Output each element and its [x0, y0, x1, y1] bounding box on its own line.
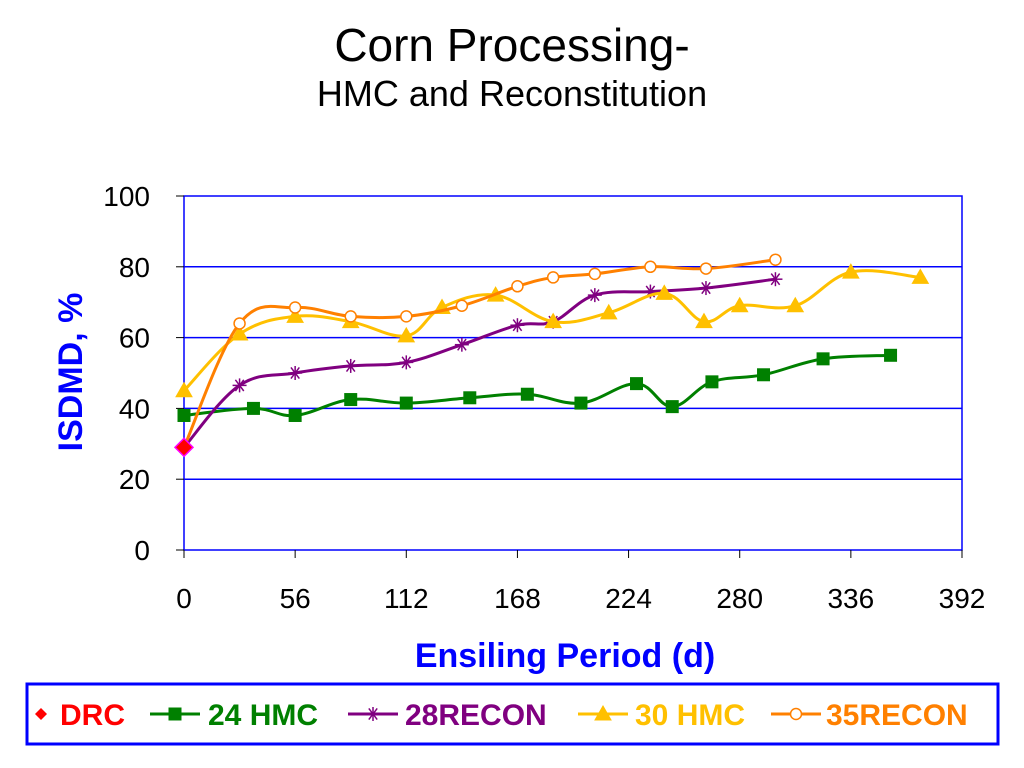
data-point-28recon — [399, 355, 414, 370]
data-point-28recon — [698, 281, 713, 296]
series-30-hmc — [175, 263, 930, 398]
legend-marker — [168, 707, 182, 721]
data-point-30-hmc — [544, 312, 563, 329]
legend-entry-drc: DRC — [35, 699, 125, 732]
x-tick-label: 224 — [605, 583, 652, 614]
series-drc — [173, 437, 195, 458]
data-point-24-hmc — [463, 391, 477, 405]
legend-marker — [366, 707, 380, 721]
legend-label: DRC — [60, 699, 125, 732]
data-point-24-hmc — [246, 401, 260, 415]
legend-marker — [35, 708, 47, 720]
data-point-24-hmc — [344, 393, 358, 407]
data-point-24-hmc — [816, 352, 830, 366]
data-point-35recon — [769, 253, 782, 266]
data-point-28recon — [288, 366, 303, 380]
data-point-28recon — [232, 378, 247, 393]
data-point-30-hmc — [695, 312, 713, 329]
legend: DRC 24 HMC 28RECON 30 HMC 35RECON — [25, 682, 1000, 746]
data-point-drc — [173, 437, 195, 458]
data-point-24-hmc — [288, 408, 302, 422]
x-tick-label: 112 — [384, 583, 429, 614]
legend-label: 35RECON — [826, 699, 968, 732]
data-point-35recon — [288, 301, 302, 314]
data-point-30-hmc — [911, 268, 930, 284]
legend-label: 30 HMC — [635, 699, 745, 732]
data-point-35recon — [644, 260, 657, 274]
data-point-28recon — [768, 272, 783, 287]
data-point-35recon — [546, 271, 560, 284]
data-point-30-hmc — [286, 307, 305, 323]
legend-label: 24 HMC — [208, 699, 318, 732]
x-tick-label: 56 — [280, 583, 311, 614]
x-axis-label: Ensiling Period (d) — [415, 637, 715, 675]
series-line-35recon — [182, 258, 776, 448]
data-point-28recon — [454, 337, 469, 352]
data-point-30-hmc — [599, 303, 618, 320]
y-tick-label: 40 — [119, 393, 150, 424]
data-point-35recon — [344, 310, 357, 323]
data-point-24-hmc — [630, 377, 644, 391]
data-point-35recon — [511, 280, 524, 293]
data-point-28recon — [510, 318, 525, 333]
series-35recon — [177, 253, 782, 454]
data-point-24-hmc — [574, 396, 588, 410]
chart-subtitle: HMC and Reconstitution — [316, 73, 708, 114]
y-tick-label: 80 — [119, 252, 150, 283]
data-point-28recon — [343, 358, 358, 373]
y-tick-label: 60 — [119, 323, 150, 354]
data-point-24-hmc — [757, 368, 771, 382]
data-point-24-hmc — [399, 396, 413, 410]
legend-label: 28RECON — [405, 699, 547, 732]
data-point-35recon — [455, 299, 469, 312]
data-point-30-hmc — [397, 326, 416, 343]
data-point-24-hmc — [884, 348, 898, 362]
title-block: Corn Processing- HMC and Reconstitution — [0, 18, 1024, 116]
chart-title: Corn Processing- — [334, 19, 690, 71]
legend-entry-28recon: 28RECON — [348, 699, 547, 732]
series-line-24-hmc — [183, 353, 891, 418]
data-point-24-hmc — [520, 387, 534, 401]
data-point-24-hmc — [665, 400, 679, 414]
y-tick-label: 100 — [103, 181, 150, 212]
data-point-30-hmc — [786, 296, 805, 313]
data-point-35recon — [400, 310, 413, 323]
data-point-35recon — [233, 317, 246, 330]
data-point-30-hmc — [175, 381, 193, 398]
data-point-35recon — [588, 267, 602, 281]
data-point-24-hmc — [177, 408, 191, 422]
x-tick-label: 392 — [939, 583, 986, 614]
legend-entry-35recon: 35RECON — [771, 699, 968, 732]
series-24-hmc — [177, 348, 898, 422]
x-tick-label: 336 — [827, 583, 874, 614]
y-tick-label: 0 — [134, 535, 150, 566]
data-point-30-hmc — [230, 325, 249, 341]
x-tick-label: 0 — [176, 583, 192, 614]
legend-marker — [789, 707, 803, 721]
legend-entry-24-hmc: 24 HMC — [150, 699, 318, 732]
plot-area — [183, 195, 963, 551]
data-point-35recon — [699, 262, 713, 275]
x-tick-label: 280 — [716, 583, 763, 614]
legend-entry-30-hmc: 30 HMC — [578, 699, 745, 732]
series-line-28recon — [182, 277, 776, 449]
data-point-30-hmc — [841, 263, 860, 279]
data-point-28recon — [587, 288, 602, 303]
data-point-30-hmc — [730, 296, 749, 313]
y-axis-label: ISDMD, % — [52, 293, 90, 452]
y-tick-label: 20 — [119, 464, 150, 495]
legend-marker — [594, 704, 612, 721]
data-point-24-hmc — [705, 375, 719, 389]
x-tick-label: 168 — [494, 583, 541, 614]
data-point-30-hmc — [655, 284, 674, 300]
